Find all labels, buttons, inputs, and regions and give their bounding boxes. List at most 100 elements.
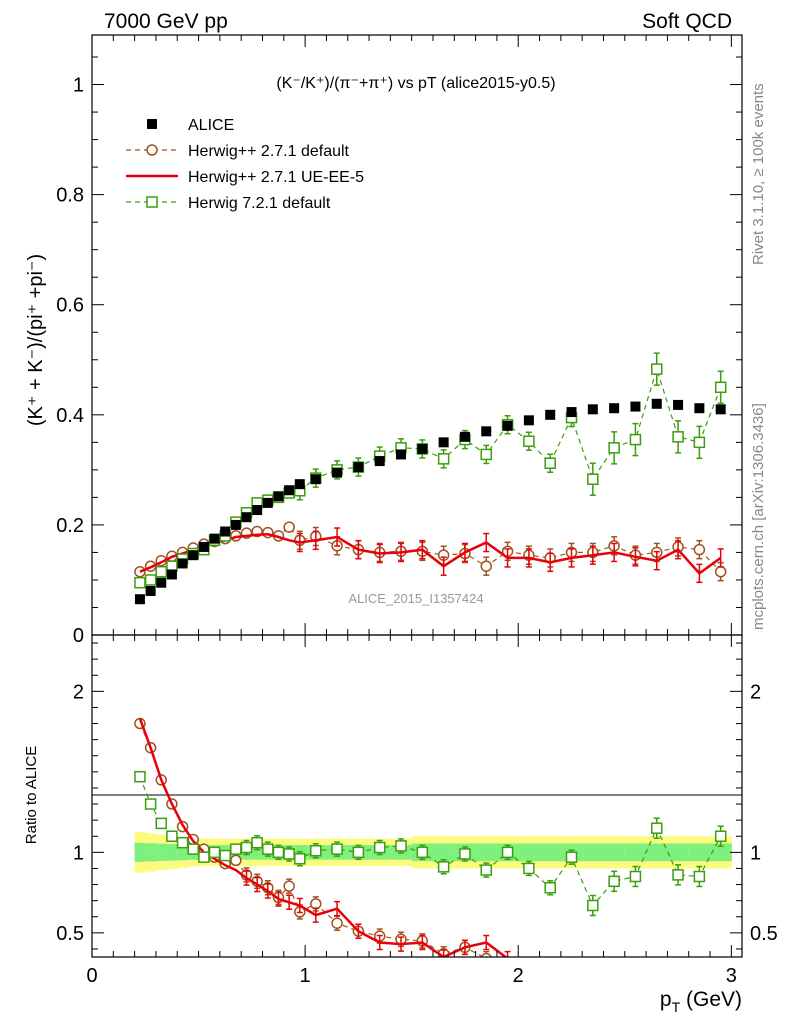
legend-label: Herwig++ 2.7.1 UE-EE-5 bbox=[188, 169, 364, 186]
main-panel: (K⁻/K⁺)/(π⁻+π⁺) vs pT (alice2015-y0.5) A… bbox=[25, 34, 743, 647]
data-point bbox=[480, 952, 492, 957]
data-point bbox=[630, 401, 641, 412]
main-title: (K⁻/K⁺)/(π⁻+π⁺) vs pT (alice2015-y0.5) bbox=[276, 75, 555, 92]
ratio-band-inner bbox=[710, 843, 732, 862]
ratio-y-tick-label: 1 bbox=[73, 842, 84, 864]
ratio-band-inner bbox=[432, 843, 455, 862]
ratio-y-tick-label: 0.5 bbox=[56, 923, 84, 945]
data-point bbox=[352, 846, 365, 859]
data-point bbox=[501, 846, 514, 859]
data-point bbox=[715, 404, 726, 415]
data-point bbox=[672, 869, 684, 881]
data-point bbox=[208, 846, 221, 859]
data-point bbox=[219, 849, 231, 862]
data-point bbox=[251, 836, 263, 849]
data-point bbox=[283, 848, 295, 860]
data-point bbox=[310, 898, 322, 910]
x-axis-label-unit: (GeV) bbox=[680, 988, 742, 1011]
header-left: 7000 GeV pp bbox=[104, 10, 228, 33]
ratio-band-inner bbox=[603, 843, 626, 862]
data-point bbox=[459, 848, 471, 860]
ratio-y-tick-label-right: 2 bbox=[750, 681, 761, 703]
data-point bbox=[693, 870, 706, 883]
data-point bbox=[693, 436, 706, 449]
ratio-band-inner bbox=[475, 843, 498, 862]
ratio-band-inner bbox=[539, 843, 562, 862]
data-point bbox=[134, 770, 146, 783]
data-point bbox=[230, 843, 242, 855]
data-point bbox=[198, 851, 210, 863]
data-point bbox=[331, 843, 343, 855]
x-tick-labels: 0 1 2 3 bbox=[86, 965, 736, 987]
data-point bbox=[459, 431, 470, 442]
data-point bbox=[310, 474, 321, 485]
x-tick-label: 2 bbox=[513, 965, 524, 987]
data-point bbox=[714, 565, 727, 578]
data-point bbox=[134, 565, 146, 578]
legend-label: ALICE bbox=[188, 117, 234, 134]
data-point bbox=[252, 505, 263, 516]
data-point bbox=[187, 843, 199, 855]
data-point bbox=[416, 846, 429, 859]
ratio-y-tick-label-right: 0.5 bbox=[750, 923, 778, 945]
data-point bbox=[673, 399, 684, 410]
data-point bbox=[629, 870, 642, 883]
data-point bbox=[166, 830, 178, 842]
data-point bbox=[609, 403, 620, 414]
ratio-band-inner bbox=[166, 844, 178, 861]
ratio-band-inner bbox=[251, 845, 263, 860]
data-point bbox=[262, 843, 274, 855]
ratio-band-inner bbox=[624, 843, 647, 862]
data-point bbox=[146, 144, 158, 156]
y-tick-label: 0.8 bbox=[56, 185, 84, 207]
y-tick-label: 0.2 bbox=[56, 515, 84, 537]
data-point bbox=[353, 462, 364, 473]
header-right: Soft QCD bbox=[642, 10, 732, 33]
data-point bbox=[146, 196, 158, 208]
ratio-band-inner bbox=[518, 843, 541, 862]
data-point bbox=[587, 473, 599, 485]
series-alice bbox=[134, 398, 726, 605]
data-point bbox=[144, 798, 157, 810]
data-point bbox=[147, 119, 157, 129]
y-tick-label: 0.4 bbox=[56, 405, 84, 427]
data-point bbox=[545, 409, 556, 420]
data-point bbox=[145, 585, 156, 596]
data-point bbox=[502, 420, 513, 431]
data-point bbox=[714, 830, 727, 842]
ratio-band-inner bbox=[582, 843, 604, 862]
data-point bbox=[310, 844, 322, 857]
data-point bbox=[272, 846, 285, 859]
x-tick-label: 1 bbox=[300, 965, 311, 987]
data-point bbox=[629, 433, 642, 446]
data-point bbox=[144, 574, 157, 586]
data-point bbox=[395, 840, 407, 852]
data-point bbox=[544, 882, 556, 894]
ratio-series-herwig-7-2-1-default bbox=[134, 770, 727, 917]
data-point bbox=[294, 853, 306, 865]
data-point bbox=[438, 437, 449, 448]
ratio-frame bbox=[91, 634, 743, 958]
data-point bbox=[155, 817, 168, 830]
data-point bbox=[437, 453, 450, 465]
data-point bbox=[188, 550, 199, 561]
y-tick-label: 0 bbox=[73, 625, 84, 647]
data-point bbox=[565, 851, 578, 863]
data-point bbox=[714, 381, 727, 394]
y-tick-label: 1 bbox=[73, 75, 84, 97]
ratio-y-tick-label: 2 bbox=[73, 681, 84, 703]
data-point bbox=[166, 569, 177, 580]
ratio-line bbox=[138, 718, 508, 957]
x-tick-label: 0 bbox=[86, 965, 97, 987]
watermark: ALICE_2015_I1357424 bbox=[348, 591, 483, 606]
x-tick-label: 3 bbox=[726, 965, 737, 987]
data-point bbox=[608, 442, 620, 454]
data-point bbox=[481, 426, 492, 437]
data-point bbox=[283, 521, 295, 533]
ratio-series bbox=[134, 717, 727, 957]
data-point bbox=[155, 565, 168, 578]
y-axis-label: (K⁺ + K⁻)/(pi⁺ +pi⁻) bbox=[25, 254, 47, 426]
main-series bbox=[134, 352, 727, 605]
data-point bbox=[230, 854, 242, 867]
